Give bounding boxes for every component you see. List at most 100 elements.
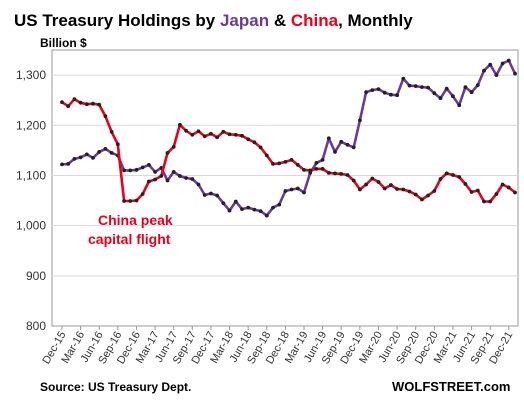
data-point: [66, 104, 71, 109]
data-point: [140, 165, 145, 170]
data-point: [227, 208, 232, 213]
data-point: [258, 209, 263, 214]
data-point: [358, 118, 362, 123]
data-point: [295, 186, 300, 191]
data-point: [60, 162, 64, 167]
data-point: [84, 102, 89, 107]
data-point: [196, 182, 201, 187]
data-point: [258, 145, 263, 150]
data-point: [277, 161, 282, 166]
data-point: [196, 129, 201, 134]
data-point: [482, 199, 486, 204]
data-point: [221, 201, 226, 206]
data-point: [382, 186, 387, 191]
data-point: [339, 139, 344, 144]
data-point: [209, 191, 213, 196]
data-point: [494, 73, 499, 77]
y-tick-label: 900: [26, 269, 46, 283]
data-point: [333, 171, 337, 176]
data-point: [326, 171, 331, 175]
data-point: [128, 199, 133, 203]
data-point: [444, 86, 449, 91]
data-point: [140, 192, 145, 196]
data-point: [438, 177, 443, 181]
data-point: [122, 199, 126, 203]
y-axis-label: Billion $: [40, 36, 87, 50]
data-point: [457, 175, 462, 179]
series-japan: [60, 58, 517, 218]
data-point: [103, 114, 108, 119]
series-line-china: [61, 97, 516, 203]
title-part2: , Monthly: [338, 11, 413, 30]
data-point: [320, 167, 325, 171]
data-point: [240, 207, 244, 212]
y-tick-label: 1,200: [16, 118, 46, 132]
data-point: [500, 61, 505, 66]
data-point: [252, 207, 257, 212]
data-point: [60, 100, 64, 105]
data-point: [209, 131, 213, 136]
data-point: [97, 150, 102, 154]
data-point: [475, 83, 480, 87]
data-point: [289, 187, 294, 192]
data-point: [202, 193, 207, 197]
data-point: [513, 190, 517, 195]
data-point: [475, 188, 480, 193]
data-point: [345, 173, 350, 177]
data-point: [302, 190, 306, 195]
data-point: [227, 132, 232, 137]
data-point: [326, 136, 331, 141]
data-point: [469, 190, 474, 194]
brand-logo: WOLFSTREET.com: [392, 379, 510, 394]
title-part1: US Treasury Holdings by: [14, 11, 220, 30]
data-point: [364, 182, 368, 187]
data-point: [246, 137, 251, 142]
data-point: [333, 150, 337, 154]
data-point: [370, 88, 375, 92]
data-point: [271, 205, 275, 210]
data-point: [494, 192, 499, 196]
y-tick-label: 1,300: [16, 68, 46, 82]
data-point: [84, 152, 89, 157]
y-axis-ticks: 800 900 1,000 1,100 1,200 1,300: [16, 68, 46, 333]
data-point: [72, 97, 77, 102]
data-point: [420, 197, 424, 202]
data-point: [506, 185, 511, 190]
data-point: [500, 182, 505, 187]
data-point: [426, 193, 430, 198]
data-point: [103, 147, 108, 151]
data-point: [389, 183, 393, 187]
data-point: [165, 151, 170, 155]
data-point: [376, 180, 381, 184]
data-point: [184, 128, 189, 133]
data-point: [97, 102, 102, 107]
data-point: [513, 71, 517, 76]
data-point: [482, 68, 486, 73]
data-point: [78, 100, 83, 105]
data-point: [358, 187, 362, 192]
data-point: [488, 199, 493, 204]
data-point: [190, 132, 195, 137]
data-point: [190, 177, 195, 181]
data-point: [320, 158, 325, 162]
y-tick-label: 1,000: [16, 219, 46, 233]
data-point: [246, 205, 251, 210]
data-point: [463, 182, 468, 186]
series-china: [60, 97, 517, 204]
data-point: [202, 134, 207, 139]
data-point: [444, 171, 449, 176]
data-point: [72, 157, 77, 161]
data-point: [457, 103, 462, 108]
data-point: [66, 162, 71, 166]
data-point: [426, 85, 430, 90]
data-point: [432, 91, 437, 96]
data-point: [153, 177, 158, 182]
data-point: [122, 168, 126, 173]
title-amp: &: [269, 11, 291, 30]
data-point: [233, 132, 238, 137]
annotation-line1: China peak: [98, 212, 173, 228]
data-point: [314, 167, 319, 171]
data-point: [314, 161, 319, 165]
data-point: [351, 145, 356, 150]
data-point: [178, 122, 182, 127]
